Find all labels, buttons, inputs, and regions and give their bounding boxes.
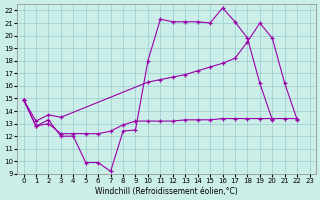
- X-axis label: Windchill (Refroidissement éolien,°C): Windchill (Refroidissement éolien,°C): [95, 187, 238, 196]
